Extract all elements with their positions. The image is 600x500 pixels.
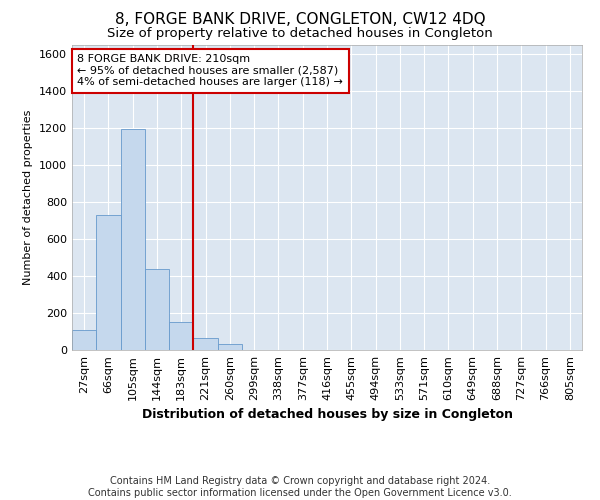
Bar [72,330,96,350]
Text: 8 FORGE BANK DRIVE: 210sqm
← 95% of detached houses are smaller (2,587)
4% of se: 8 FORGE BANK DRIVE: 210sqm ← 95% of deta… [77,54,343,88]
Text: 8, FORGE BANK DRIVE, CONGLETON, CW12 4DQ: 8, FORGE BANK DRIVE, CONGLETON, CW12 4DQ [115,12,485,28]
Bar [96,215,121,350]
Bar [218,344,242,350]
Bar [121,129,145,350]
Bar [145,268,169,350]
Y-axis label: Number of detached properties: Number of detached properties [23,110,34,285]
Text: Size of property relative to detached houses in Congleton: Size of property relative to detached ho… [107,28,493,40]
Bar [169,322,193,350]
Bar [193,338,218,350]
Text: Contains HM Land Registry data © Crown copyright and database right 2024.
Contai: Contains HM Land Registry data © Crown c… [88,476,512,498]
X-axis label: Distribution of detached houses by size in Congleton: Distribution of detached houses by size … [142,408,512,422]
